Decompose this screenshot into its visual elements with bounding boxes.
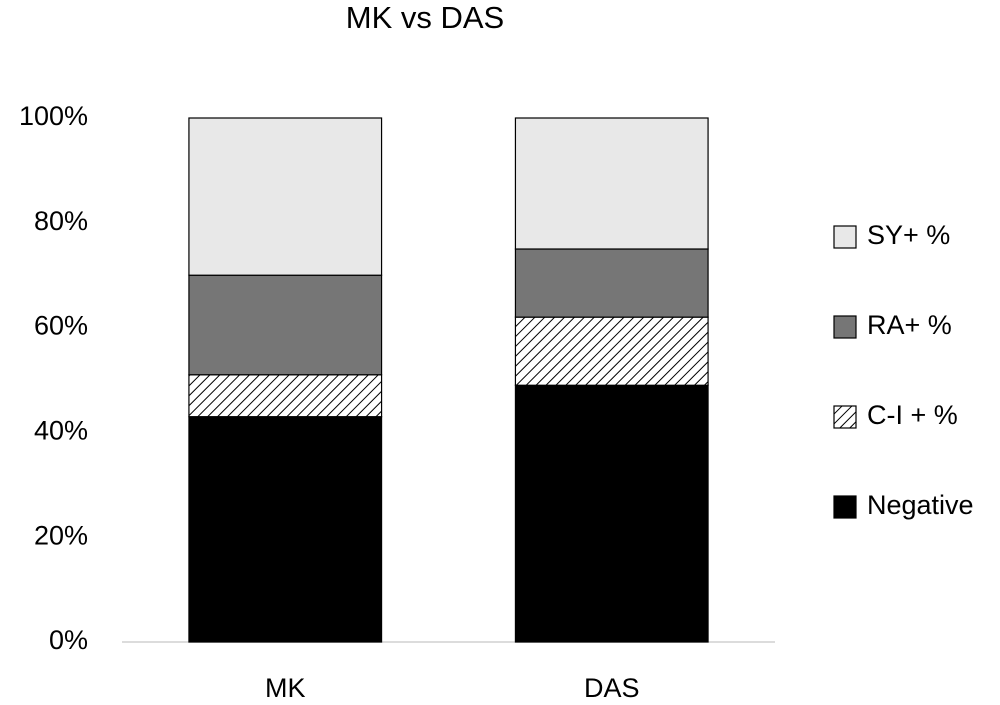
x-tick-label: MK — [265, 673, 306, 703]
legend-label: Negative — [867, 490, 974, 520]
legend-swatch — [833, 315, 857, 339]
bar-segment — [188, 416, 383, 643]
bar-segment — [514, 384, 709, 643]
legend-swatch — [833, 225, 857, 249]
legend-swatch — [833, 405, 857, 429]
legend-swatch — [833, 495, 857, 519]
legend-label: C-I + % — [867, 400, 958, 430]
y-tick-label: 20% — [34, 520, 88, 550]
bar-segment — [514, 248, 709, 318]
y-tick-label: 60% — [34, 311, 88, 341]
bar-segment — [188, 117, 383, 276]
legend-label: SY+ % — [867, 220, 950, 250]
x-tick-label: DAS — [584, 673, 640, 703]
bar-segment — [188, 374, 383, 418]
legend-label: RA+ % — [867, 310, 952, 340]
y-tick-label: 0% — [49, 625, 88, 655]
bar-segment — [514, 117, 709, 250]
chart-title: MK vs DAS — [346, 0, 504, 35]
y-tick-label: 80% — [34, 206, 88, 236]
y-tick-label: 100% — [19, 101, 88, 131]
bar-segment — [188, 274, 383, 376]
bar-segment — [514, 316, 709, 386]
y-tick-label: 40% — [34, 416, 88, 446]
